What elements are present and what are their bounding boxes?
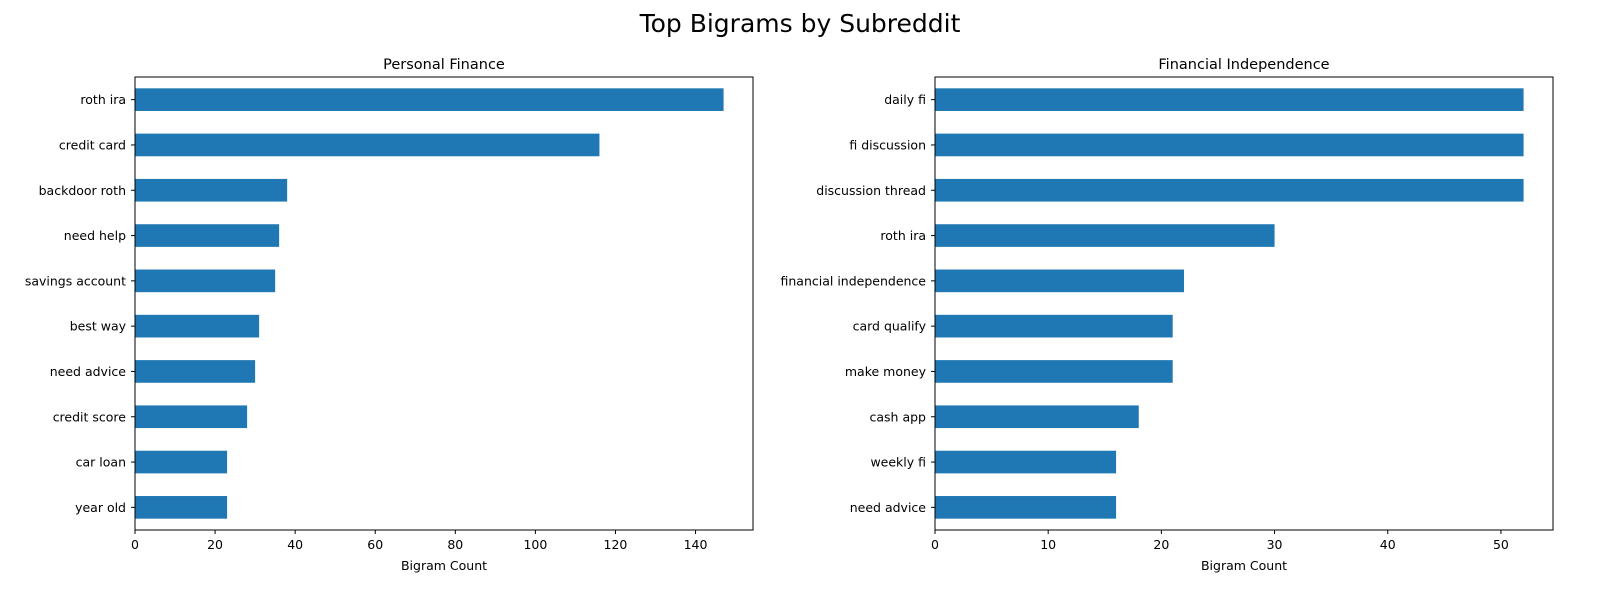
y-tick-label-backdoor-roth: backdoor roth — [39, 183, 126, 198]
x-axis-label: Bigram Count — [401, 558, 487, 573]
x-tick-label-100: 100 — [523, 537, 547, 552]
bar-best-way — [135, 314, 260, 338]
x-tick-label-80: 80 — [447, 537, 463, 552]
y-tick-label-roth-ira: roth ira — [80, 92, 126, 107]
x-tick-label-10: 10 — [1040, 537, 1056, 552]
y-tick-label-need-advice: need advice — [850, 500, 927, 515]
x-tick-label-0: 0 — [131, 537, 139, 552]
y-tick-label-make-money: make money — [845, 364, 927, 379]
subplot-title-financial-independence: Financial Independence — [1158, 57, 1329, 73]
y-tick-label-weekly-fi: weekly fi — [870, 455, 926, 470]
bar-financial-independence — [935, 269, 1185, 293]
bar-need-advice — [135, 360, 256, 383]
bar-year-old — [135, 496, 228, 519]
bar-credit-card — [135, 133, 600, 157]
bar-car-loan — [135, 450, 228, 474]
bar-backdoor-roth — [135, 178, 288, 202]
y-tick-label-car-loan: car loan — [76, 455, 126, 470]
bar-card-qualify — [935, 314, 1173, 338]
bar-discussion-thread — [935, 178, 1524, 202]
bar-daily-fi — [935, 88, 1524, 111]
x-tick-label-30: 30 — [1267, 537, 1283, 552]
y-tick-label-daily-fi: daily fi — [884, 92, 926, 107]
bar-roth-ira — [135, 88, 724, 111]
y-tick-label-credit-score: credit score — [53, 409, 127, 424]
y-tick-label-best-way: best way — [70, 319, 127, 334]
x-tick-label-50: 50 — [1493, 537, 1509, 552]
y-tick-label-fi-discussion: fi discussion — [849, 137, 926, 152]
y-tick-label-savings-account: savings account — [25, 273, 126, 288]
bar-savings-account — [135, 269, 276, 293]
bar-credit-score — [135, 405, 248, 429]
x-tick-label-140: 140 — [684, 537, 708, 552]
bar-need-advice — [935, 496, 1117, 519]
y-tick-label-card-qualify: card qualify — [853, 319, 927, 334]
subplot-personal-finance: Personal Finance roth ira credit card backd… — [25, 57, 754, 573]
x-tick-label-60: 60 — [367, 537, 383, 552]
bar-weekly-fi — [935, 450, 1117, 474]
y-tick-label-credit-card: credit card — [59, 137, 126, 152]
subplot-title-personal-finance: Personal Finance — [383, 57, 505, 73]
bar-roth-ira — [935, 224, 1275, 247]
y-tick-label-need-help: need help — [64, 228, 126, 243]
x-tick-label-20: 20 — [1153, 537, 1169, 552]
subplot-financial-independence: Financial Independence daily fi fi discuss… — [780, 57, 1554, 573]
bar-need-help — [135, 224, 280, 247]
y-tick-label-year-old: year old — [75, 500, 126, 515]
y-tick-label-cash-app: cash app — [870, 409, 927, 424]
axes-frame — [134, 76, 754, 531]
bar-cash-app — [935, 405, 1139, 429]
x-tick-label-20: 20 — [207, 537, 223, 552]
bar-make-money — [935, 360, 1173, 383]
y-tick-label-roth-ira: roth ira — [880, 228, 926, 243]
figure-title: Top Bigrams by Subreddit — [639, 9, 961, 38]
y-tick-label-discussion-thread: discussion thread — [816, 183, 926, 198]
x-axis-label: Bigram Count — [1201, 558, 1287, 573]
x-tick-label-0: 0 — [931, 537, 939, 552]
axes-frame — [934, 76, 1554, 531]
y-tick-label-need-advice: need advice — [50, 364, 127, 379]
y-tick-label-financial-independence: financial independence — [780, 273, 926, 288]
bar-fi-discussion — [935, 133, 1524, 157]
x-tick-label-120: 120 — [604, 537, 628, 552]
x-tick-label-40: 40 — [287, 537, 303, 552]
x-tick-label-40: 40 — [1380, 537, 1396, 552]
